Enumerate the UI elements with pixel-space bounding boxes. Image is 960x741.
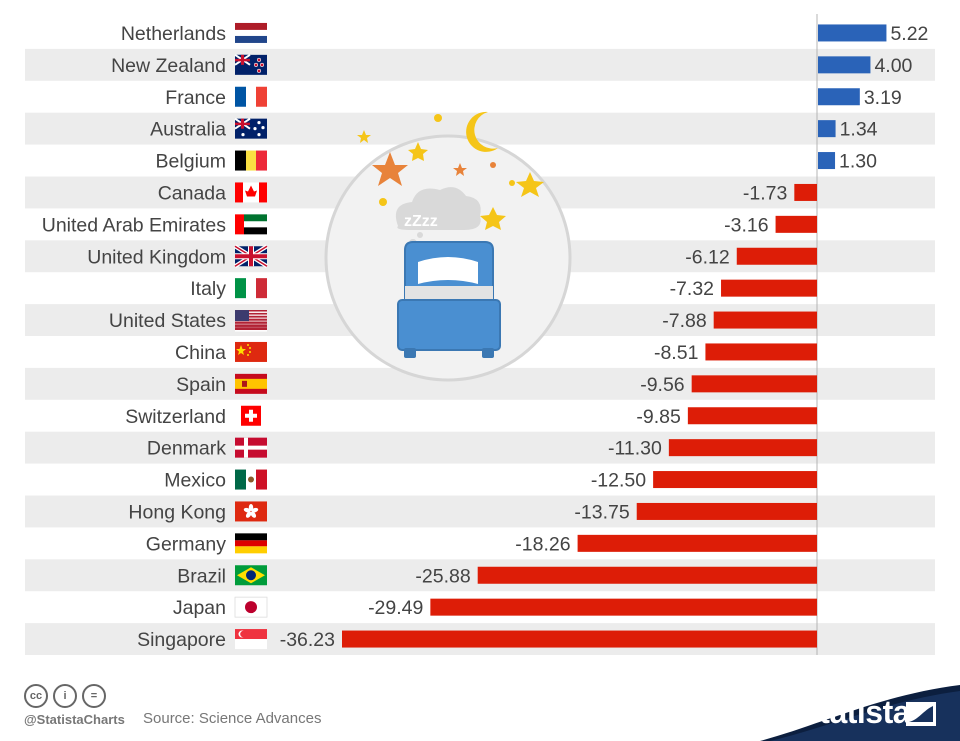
bar bbox=[714, 312, 817, 329]
country-label: Switzerland bbox=[125, 406, 226, 428]
uae-flag bbox=[235, 214, 267, 234]
statista-logo[interactable]: statista bbox=[802, 694, 910, 731]
switzerland-flag bbox=[241, 406, 261, 426]
value-label: -36.23 bbox=[280, 629, 335, 651]
country-label: Denmark bbox=[147, 438, 226, 460]
country-label: Canada bbox=[158, 182, 226, 204]
value-label: -8.51 bbox=[654, 342, 698, 364]
value-label: -6.12 bbox=[685, 246, 729, 268]
bar bbox=[430, 599, 817, 616]
value-label: 4.00 bbox=[874, 55, 912, 77]
value-label: -3.16 bbox=[724, 214, 768, 236]
country-label: Singapore bbox=[137, 629, 226, 651]
country-label: Mexico bbox=[164, 470, 226, 492]
bar-row: Netherlands 5.22 bbox=[121, 23, 929, 45]
value-label: -7.32 bbox=[670, 278, 714, 300]
value-label: -9.56 bbox=[640, 374, 684, 396]
bar bbox=[688, 407, 817, 424]
italy-flag bbox=[235, 278, 267, 298]
mexico-flag bbox=[235, 470, 267, 490]
germany-flag bbox=[235, 533, 267, 553]
statista-logo-icon bbox=[906, 702, 936, 726]
value-label: -13.75 bbox=[574, 501, 629, 523]
usa-flag bbox=[235, 310, 267, 332]
value-label: 5.22 bbox=[890, 23, 928, 45]
china-flag bbox=[235, 342, 267, 362]
cc-icon[interactable]: cc bbox=[24, 684, 48, 708]
source-text: Source: Science Advances bbox=[143, 710, 321, 727]
country-label: Netherlands bbox=[121, 23, 226, 45]
bar bbox=[818, 88, 860, 105]
netherlands-flag bbox=[235, 23, 267, 43]
bar bbox=[342, 631, 817, 648]
australia-flag bbox=[235, 119, 267, 139]
bar bbox=[721, 280, 817, 297]
value-label: -29.49 bbox=[368, 597, 423, 619]
bar bbox=[818, 56, 870, 73]
bar bbox=[669, 439, 817, 456]
value-label: 1.34 bbox=[840, 119, 878, 141]
bar bbox=[818, 152, 835, 169]
license-icons: cc i = bbox=[24, 684, 106, 708]
bar bbox=[818, 24, 886, 41]
bar-row: Germany -18.26 bbox=[146, 533, 817, 555]
country-label: Italy bbox=[190, 278, 226, 300]
spain-flag bbox=[235, 374, 267, 394]
country-label: New Zealand bbox=[111, 55, 226, 77]
bar bbox=[692, 375, 817, 392]
singapore-flag bbox=[235, 629, 267, 649]
japan-flag bbox=[235, 597, 267, 617]
bar-chart: zZzz Netherlands 5.22 New Zealand 4.00 Franc… bbox=[0, 0, 960, 670]
country-label: United States bbox=[109, 310, 226, 332]
bar-row: Mexico -12.50 bbox=[164, 470, 817, 492]
value-label: -12.50 bbox=[591, 470, 646, 492]
bar bbox=[737, 248, 817, 265]
svg-text:zZzz: zZzz bbox=[404, 213, 438, 230]
belgium-flag bbox=[235, 151, 267, 171]
bar bbox=[653, 471, 817, 488]
country-label: Belgium bbox=[156, 151, 226, 173]
by-icon[interactable]: i bbox=[53, 684, 77, 708]
bar bbox=[637, 503, 817, 520]
country-label: Brazil bbox=[177, 565, 226, 587]
value-label: -1.73 bbox=[743, 182, 787, 204]
value-label: 3.19 bbox=[864, 87, 902, 109]
france-flag bbox=[235, 87, 267, 107]
value-label: 1.30 bbox=[839, 151, 877, 173]
bar-row: Switzerland -9.85 bbox=[125, 406, 817, 428]
statista-handle[interactable]: @StatistaCharts bbox=[24, 712, 125, 727]
value-label: -18.26 bbox=[515, 533, 570, 555]
uk-flag bbox=[235, 246, 267, 266]
bar-row: France 3.19 bbox=[165, 87, 901, 109]
bar bbox=[478, 567, 817, 584]
value-label: -11.30 bbox=[608, 438, 662, 460]
country-label: France bbox=[165, 87, 226, 109]
country-label: Hong Kong bbox=[128, 501, 226, 523]
sleeping-bed-icon: zZzz bbox=[326, 112, 570, 380]
new-zealand-flag bbox=[235, 55, 267, 75]
bar bbox=[818, 120, 836, 137]
bar-row: Japan -29.49 bbox=[173, 597, 817, 619]
country-label: Germany bbox=[146, 533, 226, 555]
country-label: United Kingdom bbox=[87, 246, 226, 268]
value-label: -7.88 bbox=[662, 310, 706, 332]
hong-kong-flag bbox=[235, 501, 267, 521]
bar bbox=[578, 535, 817, 552]
country-label: Spain bbox=[176, 374, 226, 396]
brazil-flag bbox=[235, 565, 267, 585]
country-label: Australia bbox=[150, 119, 226, 141]
value-label: -9.85 bbox=[636, 406, 681, 428]
country-label: China bbox=[175, 342, 226, 364]
bar bbox=[794, 184, 817, 201]
country-label: Japan bbox=[173, 597, 226, 619]
canada-flag bbox=[235, 182, 267, 202]
bar bbox=[705, 343, 817, 360]
value-label: -25.88 bbox=[415, 565, 470, 587]
bar bbox=[776, 216, 817, 233]
country-label: United Arab Emirates bbox=[42, 214, 227, 236]
nd-icon[interactable]: = bbox=[82, 684, 106, 708]
denmark-flag bbox=[235, 438, 267, 458]
